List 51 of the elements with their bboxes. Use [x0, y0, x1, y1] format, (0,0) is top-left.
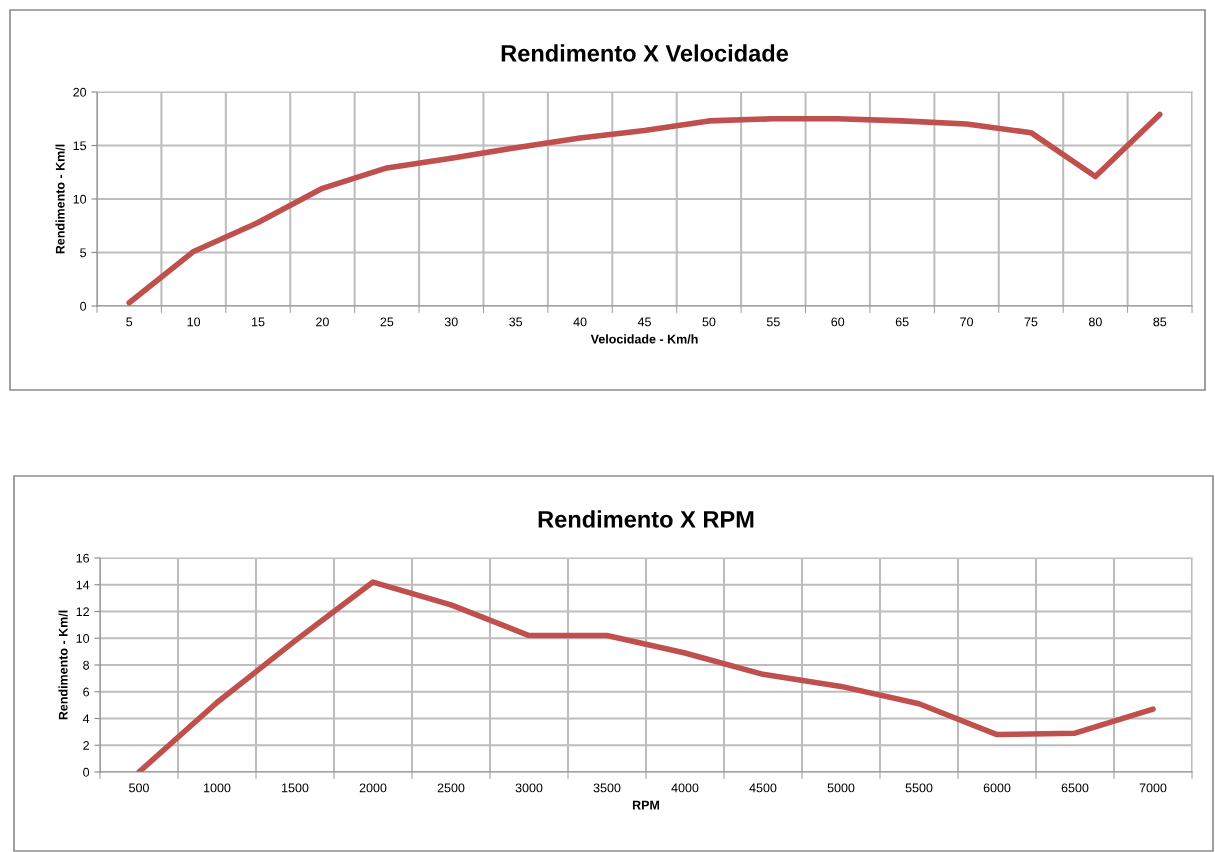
- chart-title: Rendimento X Velocidade: [501, 44, 789, 62]
- y-tick-label: 6: [83, 687, 90, 697]
- chart-title: Rendimento X RPM: [538, 510, 754, 528]
- x-tick-label: 40: [573, 317, 587, 327]
- y-tick-label: 4: [82, 714, 90, 724]
- x-tick-label: 1000: [204, 783, 231, 793]
- x-tick-label: 10: [187, 317, 201, 327]
- y-tick-label: 16: [76, 553, 90, 563]
- y-tick-label: 5: [80, 248, 87, 258]
- x-tick-label: 5500: [905, 783, 933, 793]
- x-tick-label: 35: [509, 317, 523, 327]
- x-tick-label: 4500: [749, 783, 777, 793]
- x-tick-label: 5000: [827, 783, 855, 793]
- x-tick-label: 3500: [593, 783, 621, 793]
- y-axis-title: Rendimento - Km/l: [55, 144, 65, 254]
- x-tick-label: 70: [960, 317, 974, 327]
- y-tick-label: 10: [76, 634, 90, 643]
- x-tick-label: 1500: [282, 783, 309, 793]
- y-tick-label: 14: [76, 580, 90, 590]
- x-tick-label: 500: [129, 783, 149, 793]
- y-tick-label: 15: [73, 141, 87, 151]
- x-tick-label: 5: [126, 317, 133, 327]
- x-tick-label: 15: [252, 317, 265, 327]
- y-tick-label: 0: [80, 301, 87, 311]
- x-tick-label: 80: [1088, 317, 1102, 327]
- x-tick-label: 60: [831, 317, 845, 327]
- x-tick-label: 75: [1024, 317, 1038, 327]
- x-tick-label: 65: [895, 317, 909, 327]
- x-tick-label: 2000: [359, 783, 387, 793]
- x-tick-label: 7000: [1139, 783, 1167, 793]
- x-tick-label: 45: [637, 317, 651, 327]
- x-tick-label: 30: [444, 317, 458, 327]
- x-axis-title: RPM: [632, 800, 660, 810]
- x-axis-title: Velocidade - Km/h: [590, 334, 698, 344]
- y-tick-label: 0: [83, 767, 90, 777]
- x-tick-label: 20: [316, 317, 329, 327]
- x-tick-label: 6500: [1061, 783, 1089, 793]
- y-tick-label: 12: [76, 607, 89, 617]
- y-tick-label: 20: [73, 87, 87, 97]
- x-tick-label: 6000: [983, 783, 1011, 793]
- y-tick-label: 10: [73, 194, 87, 204]
- x-tick-label: 4000: [671, 783, 699, 793]
- x-tick-label: 85: [1153, 317, 1167, 327]
- y-tick-label: 2: [83, 741, 89, 750]
- x-tick-label: 25: [380, 317, 394, 327]
- y-axis-title: Rendimento - Km/l: [58, 610, 68, 720]
- y-tick-label: 8: [83, 660, 90, 670]
- x-tick-label: 50: [702, 317, 716, 327]
- x-tick-label: 55: [766, 317, 780, 327]
- x-tick-label: 3000: [515, 783, 543, 793]
- x-tick-label: 2500: [437, 783, 465, 793]
